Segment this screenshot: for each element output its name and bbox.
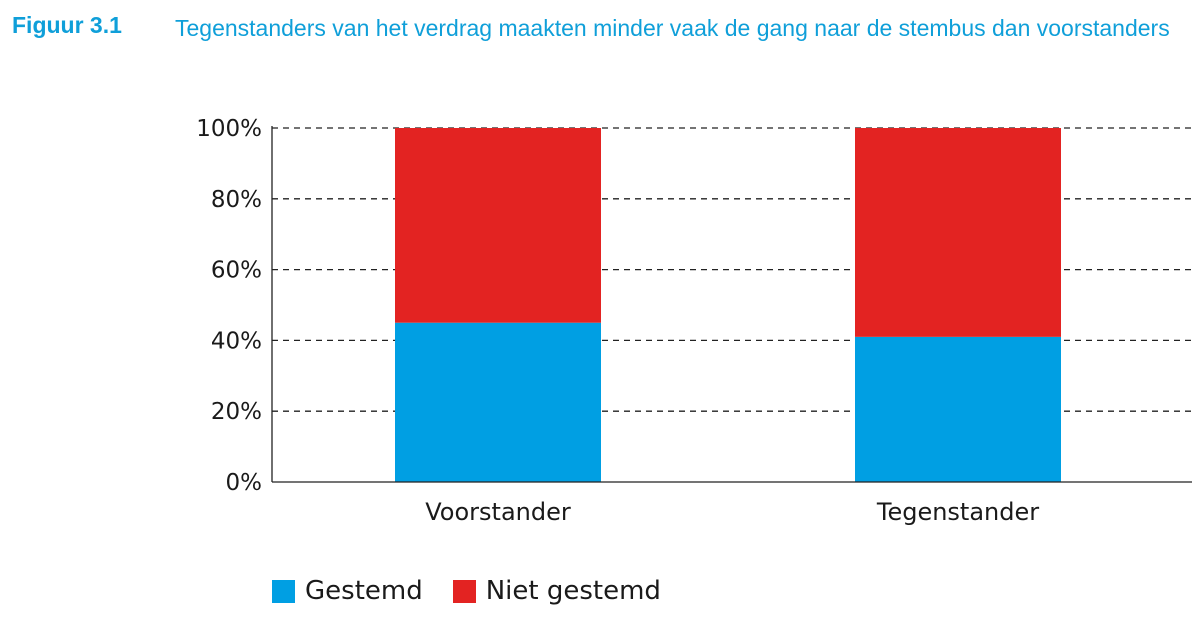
axes xyxy=(271,126,1192,483)
legend: Gestemd Niet gestemd xyxy=(272,576,681,606)
y-tick-label-40: 40% xyxy=(211,328,262,354)
bar-tegenstander-niet-gestemd xyxy=(855,128,1061,337)
bar-voorstander-gestemd xyxy=(395,322,601,482)
figure-label: Figuur 3.1 xyxy=(12,12,122,38)
legend-swatch-niet-gestemd xyxy=(452,579,476,603)
figure-title: Tegenstanders van het verdrag maakten mi… xyxy=(175,15,1170,41)
legend-item-niet-gestemd: Niet gestemd xyxy=(452,576,661,606)
bar-voorstander-niet-gestemd xyxy=(395,128,601,323)
y-tick-label-60: 60% xyxy=(211,258,262,284)
x-category-label-tegenstander: Tegenstander xyxy=(876,498,1039,526)
y-tick-label-100: 100% xyxy=(196,116,262,142)
axis-labels: 0% 20% 40% 60% 80% 100% Voorstander Tegenstande… xyxy=(196,116,1039,526)
x-category-label-voorstander: Voorstander xyxy=(425,498,571,526)
y-tick-label-0: 0% xyxy=(226,470,263,496)
bars xyxy=(395,128,1061,482)
legend-item-gestemd: Gestemd xyxy=(272,576,423,606)
bar-tegenstander-gestemd xyxy=(855,336,1061,482)
y-tick-label-80: 80% xyxy=(211,187,262,213)
y-tick-label-20: 20% xyxy=(211,399,262,425)
legend-swatch-gestemd xyxy=(272,579,295,603)
legend-label-gestemd: Gestemd xyxy=(305,576,423,606)
legend-label-niet-gestemd: Niet gestemd xyxy=(485,576,661,606)
